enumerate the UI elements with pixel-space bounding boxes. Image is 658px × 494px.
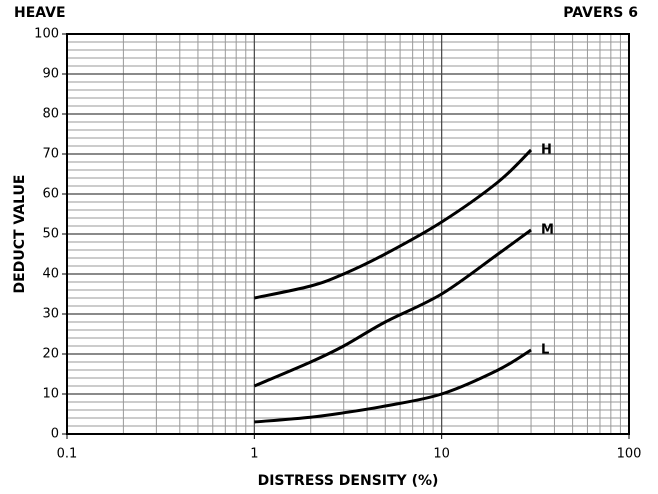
y-tick-label: 60 <box>42 187 59 202</box>
y-tick-label: 80 <box>42 107 59 122</box>
y-tick-label: 70 <box>42 147 59 162</box>
x-tick-label: 0.1 <box>57 447 78 462</box>
chart-subtitle: PAVERS 6 <box>563 5 638 21</box>
y-tick-label: 30 <box>42 307 59 322</box>
x-tick-label: 10 <box>433 447 450 462</box>
y-tick-label: 10 <box>42 387 59 402</box>
x-tick-label: 1 <box>250 447 258 462</box>
plot-frame <box>66 33 630 435</box>
curve <box>254 148 533 300</box>
x-axis-label: DISTRESS DENSITY (%) <box>258 473 439 489</box>
y-tick-label: 90 <box>42 67 59 82</box>
curve <box>253 228 532 388</box>
x-tick-label: 100 <box>617 447 642 462</box>
curve <box>254 348 532 424</box>
y-axis-label: DEDUCT VALUE <box>12 175 28 294</box>
y-tick-label: 50 <box>42 227 59 242</box>
curve-label: L <box>541 343 549 358</box>
y-tick-label: 20 <box>42 347 59 362</box>
curve-label: M <box>541 223 554 238</box>
y-tick-label: 0 <box>51 427 59 442</box>
y-tick-label: 100 <box>34 27 59 42</box>
curve-label: H <box>541 143 552 158</box>
y-tick-label: 40 <box>42 267 59 282</box>
chart-title: HEAVE <box>14 5 66 21</box>
